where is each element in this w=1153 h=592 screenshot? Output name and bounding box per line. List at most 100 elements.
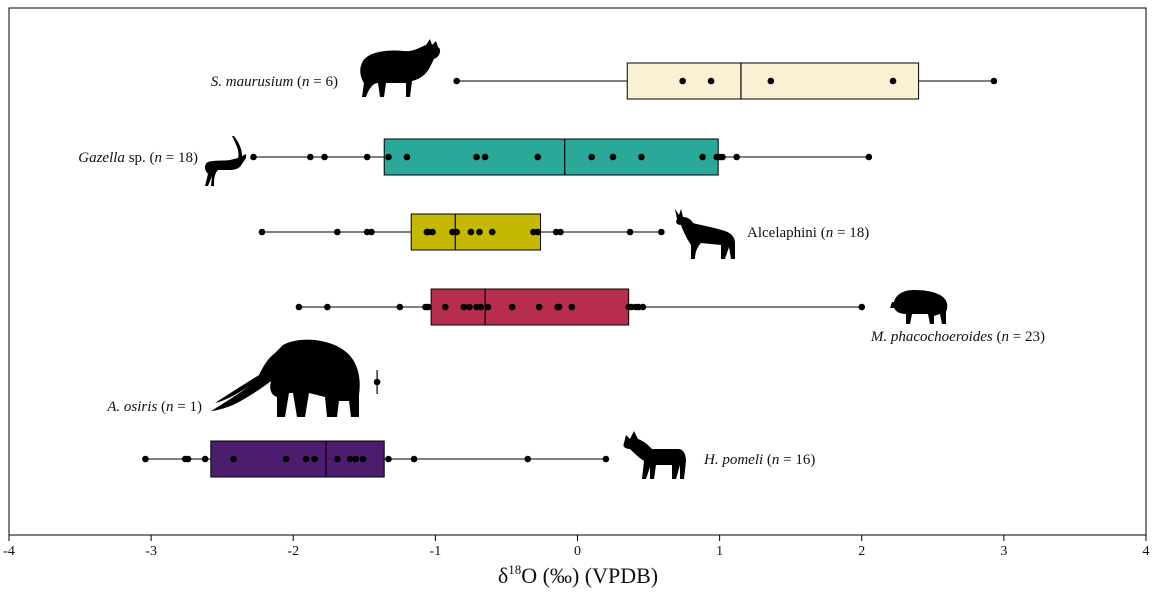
data-point: [373, 378, 381, 386]
gazelle-icon: [205, 136, 246, 186]
series-label-n-var: n: [772, 452, 780, 468]
data-point: [453, 77, 460, 85]
data-point: [302, 455, 310, 463]
iqr-box: [383, 138, 719, 176]
data-point: [324, 303, 331, 311]
data-point: [588, 153, 596, 161]
data-point: [201, 455, 209, 463]
series-h-pomeli: H. pomeli (n = 16): [142, 431, 815, 479]
series-label-post: = 18): [162, 150, 198, 166]
x-tick-label: 3: [1000, 544, 1007, 559]
data-point: [460, 303, 468, 311]
x-axis-title-delta: δ: [498, 563, 508, 588]
data-point: [385, 153, 392, 161]
data-point: [602, 455, 610, 463]
data-point: [535, 303, 543, 311]
data-point: [453, 228, 460, 236]
data-point: [889, 77, 897, 85]
data-point: [488, 228, 496, 236]
data-point: [184, 455, 192, 463]
data-point: [424, 303, 432, 311]
x-axis: -4 -3 -2 -1 0 1 2 3 4: [3, 535, 1150, 559]
data-point: [679, 77, 686, 85]
data-point: [385, 455, 392, 463]
data-point: [467, 228, 475, 236]
x-axis-title-rest: O (‰) (VPDB): [521, 563, 658, 588]
series-label-n-var: n: [302, 74, 310, 90]
x-tick-label: 2: [858, 544, 865, 559]
data-point: [990, 77, 998, 85]
data-point: [250, 153, 257, 161]
series-label: S. maurusium (n = 6): [211, 74, 338, 90]
series-label-post: = 6): [310, 74, 338, 90]
series-label-italic: S. maurusium: [211, 74, 294, 90]
series-label-n-var: n: [1002, 329, 1010, 345]
series-label-post: = 16): [779, 452, 815, 468]
data-point: [403, 153, 411, 161]
data-point: [557, 228, 564, 236]
data-point: [484, 303, 492, 311]
data-point: [473, 153, 480, 161]
data-point: [534, 228, 542, 236]
data-point: [534, 153, 542, 161]
series-label: A. osiris (n = 1): [106, 399, 202, 415]
series-layer: S. maurusium (n = 6)Gazella sp. (n = 18)…: [78, 39, 1045, 479]
x-tick-label: -4: [3, 544, 15, 559]
x-axis-title-sup: 18: [508, 562, 521, 577]
series-label-post: = 18): [833, 225, 869, 241]
series-label-italic: M. phacochoeroides: [870, 329, 993, 345]
series-label-pre: Alcelaphini (: [747, 225, 826, 241]
data-point: [334, 455, 341, 463]
data-point: [396, 303, 404, 311]
data-point: [568, 303, 576, 311]
series-label-post: = 1): [174, 399, 202, 415]
data-point: [346, 455, 354, 463]
data-point: [295, 303, 303, 311]
data-point: [858, 303, 866, 311]
x-tick-label: 0: [574, 544, 581, 559]
data-point: [359, 455, 367, 463]
data-point: [477, 303, 485, 311]
series-label-n-var: n: [826, 225, 834, 241]
data-point: [626, 228, 634, 236]
data-point: [368, 228, 375, 236]
data-point: [481, 153, 489, 161]
data-point: [508, 303, 516, 311]
data-point: [363, 153, 371, 161]
data-point: [334, 228, 341, 236]
series-label-pre: sp. (: [125, 150, 155, 166]
data-point: [658, 228, 665, 236]
series-label-pre: (: [293, 74, 302, 90]
data-point: [142, 455, 149, 463]
suid-icon: [890, 290, 948, 324]
data-point: [466, 303, 473, 311]
data-point: [865, 153, 873, 161]
zebra-icon: [623, 431, 686, 479]
series-label: Alcelaphini (n = 18): [747, 225, 869, 241]
x-tick-label: 1: [716, 544, 723, 559]
x-axis-title: δ18O (‰) (VPDB): [498, 562, 658, 588]
series-m-phacochoeroides: M. phacochoeroides (n = 23): [295, 288, 1045, 345]
data-point: [442, 303, 449, 311]
series-label-pre: (: [157, 399, 166, 415]
series-label-pre: (: [993, 329, 1002, 345]
x-tick-label: -2: [287, 544, 299, 559]
elephant-icon: [211, 339, 360, 417]
iqr-box: [410, 213, 542, 251]
data-point: [524, 455, 532, 463]
data-point: [258, 228, 266, 236]
data-point: [733, 153, 740, 161]
x-tick-label: -1: [430, 544, 442, 559]
series-label: M. phacochoeroides (n = 23): [870, 329, 1045, 345]
data-point: [352, 455, 360, 463]
series-label-post: = 23): [1009, 329, 1045, 345]
data-point: [699, 153, 706, 161]
bovid-icon: [360, 39, 441, 97]
data-point: [282, 455, 290, 463]
data-point: [307, 153, 314, 161]
series-label-n-var: n: [155, 150, 163, 166]
data-point: [719, 153, 726, 161]
data-point: [410, 455, 418, 463]
series-gazella-sp: Gazella sp. (n = 18): [78, 136, 873, 186]
